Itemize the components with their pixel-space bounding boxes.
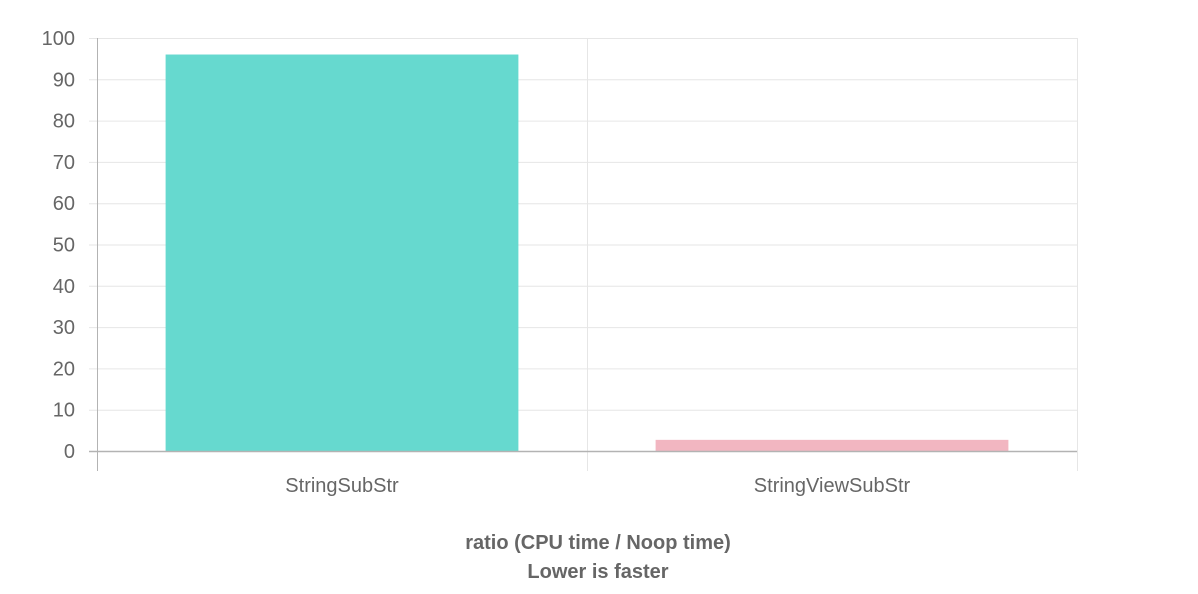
x-axis-title: ratio (CPU time / Noop time) — [465, 532, 731, 554]
y-tick-label: 10 — [53, 400, 75, 422]
y-tick-label: 20 — [53, 358, 75, 380]
y-tick-label: 70 — [53, 152, 75, 174]
bar-stringviewsubstr — [655, 439, 1009, 451]
y-tick-label: 40 — [53, 276, 75, 298]
y-tick-label: 30 — [53, 317, 75, 339]
y-tick-label: 0 — [64, 441, 75, 463]
axis-layer — [89, 38, 1077, 471]
bar-layer — [165, 54, 1009, 452]
y-tick-label: 50 — [53, 235, 75, 257]
y-tick-label: 90 — [53, 69, 75, 91]
x-axis-subtitle: Lower is faster — [527, 561, 668, 583]
x-tick-label: StringViewSubStr — [754, 475, 911, 497]
y-tick-label: 60 — [53, 193, 75, 215]
y-tick-label: 100 — [42, 28, 75, 50]
y-tick-label: 80 — [53, 111, 75, 133]
bar-stringsubstr — [165, 54, 519, 452]
x-tick-label: StringSubStr — [285, 475, 399, 497]
label-layer: 0 10 20 30 40 50 60 70 80 90 100 StringSubStr String… — [42, 28, 911, 497]
